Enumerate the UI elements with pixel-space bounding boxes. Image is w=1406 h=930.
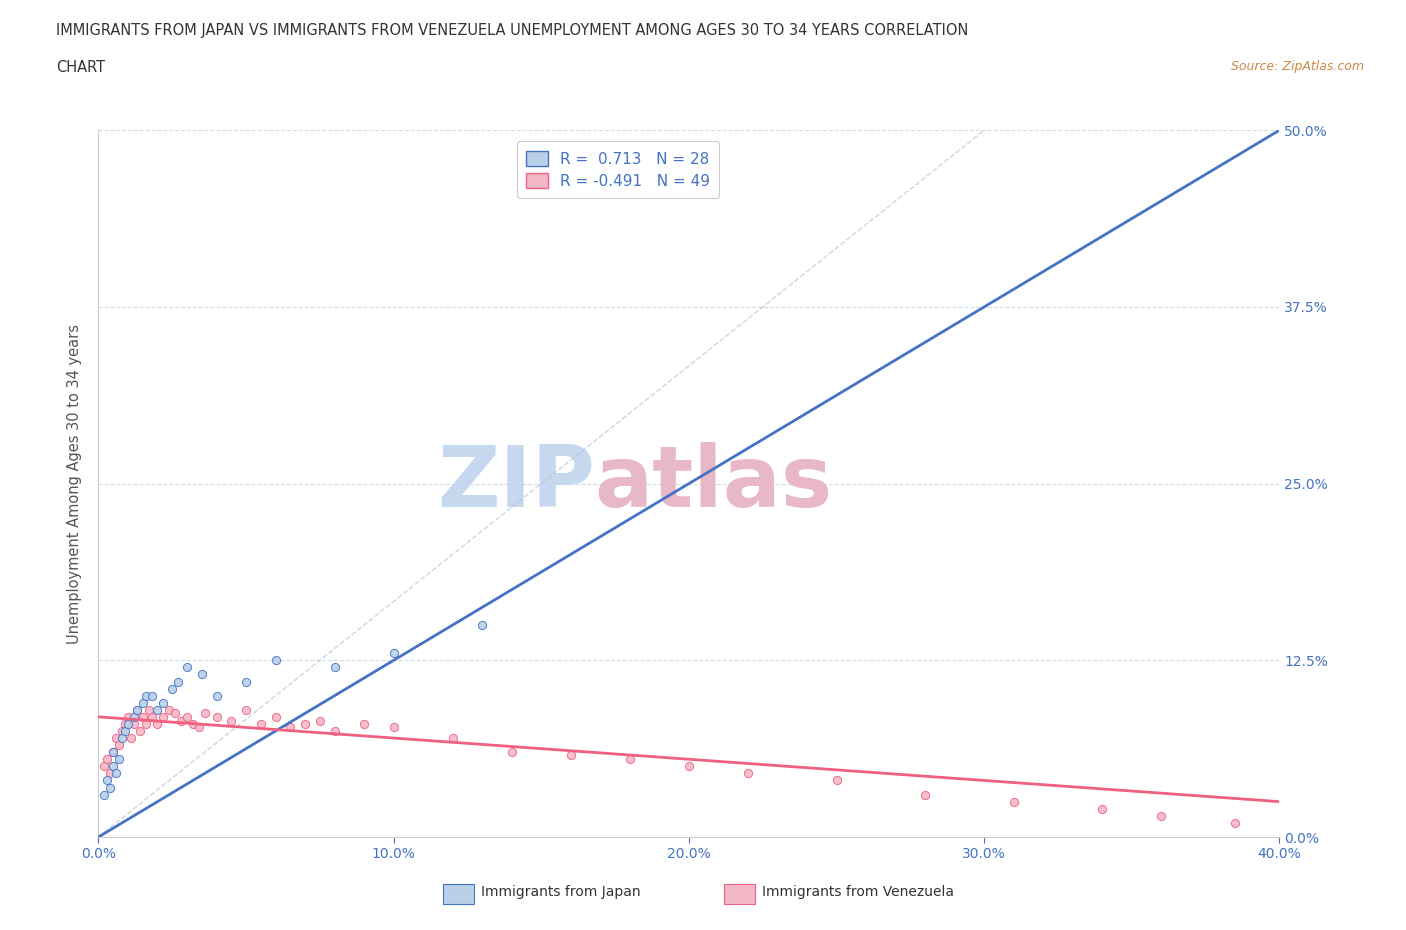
Point	[103, 759, 125, 774]
Point	[122, 716, 145, 731]
Point	[108, 751, 131, 766]
Point	[170, 713, 193, 728]
Point	[162, 681, 183, 696]
Point	[264, 710, 287, 724]
Point	[128, 724, 150, 738]
Point	[125, 702, 148, 717]
Point	[98, 766, 121, 781]
Point	[294, 716, 316, 731]
Point	[122, 710, 145, 724]
Point	[138, 702, 160, 717]
Point	[157, 702, 180, 717]
Point	[117, 710, 139, 724]
Point	[191, 667, 214, 682]
Point	[93, 787, 115, 802]
Point	[914, 787, 936, 802]
Point	[181, 716, 204, 731]
Point	[353, 716, 375, 731]
Point	[1150, 808, 1173, 823]
Point	[125, 702, 148, 717]
Point	[141, 710, 163, 724]
Point	[187, 719, 209, 734]
Point	[132, 710, 155, 724]
Point	[323, 660, 346, 675]
Text: Immigrants from Japan: Immigrants from Japan	[481, 885, 641, 899]
Point	[250, 716, 273, 731]
Point	[98, 780, 121, 795]
Point	[648, 151, 671, 166]
Point	[619, 751, 641, 766]
Text: Source: ZipAtlas.com: Source: ZipAtlas.com	[1230, 60, 1364, 73]
Text: CHART: CHART	[56, 60, 105, 75]
Point	[194, 705, 217, 720]
Point	[105, 766, 128, 781]
Point	[167, 674, 190, 689]
Point	[117, 716, 139, 731]
Point	[560, 748, 582, 763]
Point	[205, 688, 228, 703]
Point	[1091, 802, 1114, 817]
Text: ZIP: ZIP	[437, 442, 595, 525]
Point	[1002, 794, 1025, 809]
Legend: R =  0.713   N = 28, R = -0.491   N = 49: R = 0.713 N = 28, R = -0.491 N = 49	[517, 141, 718, 198]
Point	[111, 731, 134, 746]
Point	[264, 653, 287, 668]
Point	[103, 745, 125, 760]
Point	[114, 716, 136, 731]
Point	[135, 688, 157, 703]
Point	[135, 716, 157, 731]
Point	[120, 731, 142, 746]
Text: atlas: atlas	[595, 442, 832, 525]
Point	[678, 759, 700, 774]
Point	[235, 674, 257, 689]
Point	[825, 773, 848, 788]
Point	[146, 702, 169, 717]
Point	[205, 710, 228, 724]
Point	[471, 618, 494, 632]
Point	[152, 710, 174, 724]
Point	[141, 688, 163, 703]
Point	[382, 645, 405, 660]
Point	[105, 731, 128, 746]
Point	[152, 696, 174, 711]
Point	[114, 724, 136, 738]
Point	[235, 702, 257, 717]
Point	[382, 719, 405, 734]
Y-axis label: Unemployment Among Ages 30 to 34 years: Unemployment Among Ages 30 to 34 years	[67, 324, 83, 644]
Point	[103, 745, 125, 760]
Text: Immigrants from Venezuela: Immigrants from Venezuela	[762, 885, 955, 899]
Point	[323, 724, 346, 738]
Point	[108, 737, 131, 752]
Point	[165, 705, 187, 720]
Point	[309, 713, 332, 728]
Point	[278, 719, 302, 734]
Point	[219, 713, 242, 728]
Text: IMMIGRANTS FROM JAPAN VS IMMIGRANTS FROM VENEZUELA UNEMPLOYMENT AMONG AGES 30 TO: IMMIGRANTS FROM JAPAN VS IMMIGRANTS FROM…	[56, 23, 969, 38]
Point	[441, 731, 464, 746]
Point	[1223, 816, 1246, 830]
Point	[132, 696, 155, 711]
Point	[176, 660, 198, 675]
Point	[176, 710, 198, 724]
Point	[96, 751, 118, 766]
Point	[93, 759, 115, 774]
Point	[737, 766, 759, 781]
Point	[146, 716, 169, 731]
Point	[111, 724, 134, 738]
Point	[96, 773, 118, 788]
Point	[501, 745, 523, 760]
